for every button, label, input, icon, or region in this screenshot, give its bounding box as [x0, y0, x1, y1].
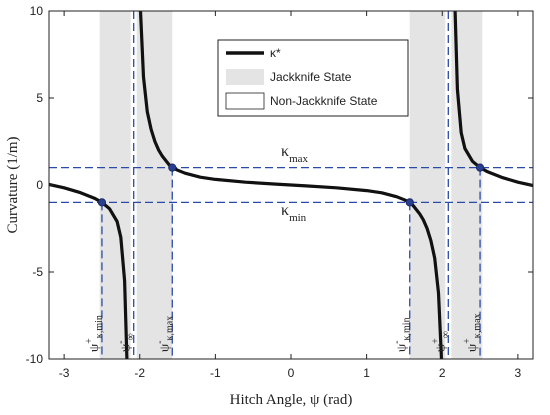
legend-swatch-1 [226, 69, 264, 85]
x-tick-label-0: -3 [59, 366, 70, 380]
x-tick-label-4: 1 [363, 366, 370, 380]
legend-label-0: κ* [270, 46, 281, 60]
x-tick-label-6: 3 [515, 366, 522, 380]
psi-label-2: ψ-κ,max [154, 316, 175, 352]
psi-label-5: ψ+κ,max [462, 313, 483, 352]
y-tick-label-2: 0 [36, 178, 43, 192]
marker-point-3 [475, 163, 485, 172]
curve-segment-1 [138, 11, 444, 359]
x-tick-label-5: 2 [439, 366, 446, 380]
x-tick-label-2: -1 [210, 366, 221, 380]
reference-lines [49, 11, 533, 359]
marker-point-2 [405, 198, 414, 207]
annotations: κmax κmin ψ+κ,min ψ-∞ ψ-κ,max ψ-κ,min ψ+∞ ψ+κ,m… [84, 143, 483, 352]
y-tick-label-3: 5 [36, 91, 43, 105]
kappa-max-label: κmax [281, 143, 309, 165]
psi-label-3: ψ-κ,min [392, 317, 413, 352]
axis-labels: Hitch Angle, ψ (rad) Curvature (1/m) [5, 136, 352, 408]
jackknife-regions [99, 11, 483, 359]
legend-label-1: Jackknife State [270, 70, 352, 84]
marker-point-0 [97, 198, 107, 207]
marker-point-1 [168, 163, 177, 172]
psi-label-1: ψ-∞ [116, 333, 137, 352]
y-axis-label: Curvature (1/m) [5, 136, 21, 233]
y-tick-label-0: -10 [26, 352, 44, 366]
curve-segment-2 [453, 11, 533, 188]
x-axis-label: Hitch Angle, ψ (rad) [230, 392, 353, 408]
psi-label-4: ψ+∞ [430, 331, 451, 352]
x-tick-label-1: -2 [134, 366, 145, 380]
legend: κ* Jackknife State Non-Jackknife State [217, 39, 409, 117]
curve-markers [97, 163, 485, 207]
kappa-min-label: κmin [281, 202, 307, 224]
curve-series [49, 11, 533, 359]
legend-swatch-2 [225, 92, 265, 110]
x-tick-label-3: 0 [288, 366, 295, 380]
legend-label-2: Non-Jackknife State [270, 94, 378, 108]
y-tick-label-1: -5 [32, 265, 43, 279]
curve-segment-0 [49, 182, 129, 359]
psi-label-0: ψ+κ,min [84, 315, 105, 352]
y-tick-label-4: 10 [30, 4, 44, 18]
